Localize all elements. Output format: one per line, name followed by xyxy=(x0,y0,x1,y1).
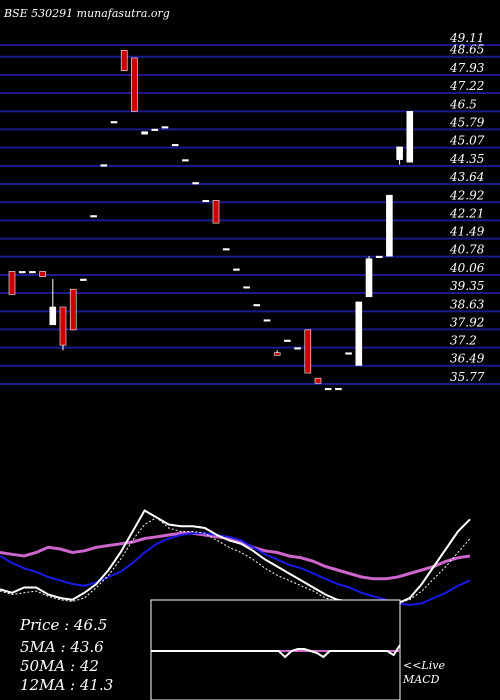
candle-body xyxy=(324,388,332,391)
price-level-label: 41.49 xyxy=(449,225,485,239)
macd-line xyxy=(151,644,401,659)
price-level-label: 44.35 xyxy=(449,152,484,166)
candle-body xyxy=(110,121,118,124)
price-level-label: 40.06 xyxy=(449,261,485,275)
candle-body xyxy=(396,146,403,160)
price-level-label: 42.92 xyxy=(449,188,484,202)
price-level-label: 38.63 xyxy=(450,297,485,311)
price-level-label: 49.11 xyxy=(449,31,484,45)
candle-body xyxy=(29,271,36,274)
ma50-readout: 50MA : 42 xyxy=(20,657,99,675)
candle-body xyxy=(314,377,322,384)
price-level-label: 37.92 xyxy=(450,315,484,329)
candle-body xyxy=(182,159,189,162)
price-level-label: 39.35 xyxy=(450,279,484,293)
candle-body xyxy=(284,339,291,342)
candle-body xyxy=(39,271,46,277)
candle-body xyxy=(335,388,342,391)
candle-body xyxy=(406,111,414,163)
candle-body xyxy=(273,352,281,356)
macd-lines xyxy=(151,644,401,659)
price-readout: Price : 46.5 xyxy=(19,616,107,634)
candle-body xyxy=(233,268,240,271)
candle-body xyxy=(18,271,26,274)
candle-body xyxy=(365,258,373,298)
price-level-label: 42.21 xyxy=(449,206,484,220)
candle-body xyxy=(49,306,57,326)
ma5-readout: 5MA : 43.6 xyxy=(20,638,104,656)
candle-body xyxy=(161,126,169,129)
candle-body xyxy=(253,304,261,307)
ma-blue-line xyxy=(0,532,471,607)
macd-live-label: <<Live xyxy=(403,659,445,672)
price-level-label: 45.07 xyxy=(449,134,485,148)
candle-body xyxy=(90,215,97,218)
candle-body xyxy=(120,50,128,71)
price-level-label: 47.22 xyxy=(449,79,484,93)
price-level-label: 36.49 xyxy=(450,352,485,366)
source-label: BSE 530291 munafasutra.org xyxy=(3,7,170,20)
ma-purple-line xyxy=(0,531,471,581)
candle-body xyxy=(151,128,159,131)
candle-body xyxy=(222,248,230,251)
price-level-label: 35.77 xyxy=(450,370,485,384)
price-level-label: 37.2 xyxy=(450,334,477,348)
candle-body xyxy=(263,319,271,322)
candle-body xyxy=(69,288,77,331)
price-level-label: 46.5 xyxy=(449,97,477,111)
candle-body xyxy=(100,164,108,167)
candle-body xyxy=(304,329,312,374)
candle-body xyxy=(131,57,138,112)
macd-label: MACD xyxy=(402,673,440,686)
candle-body xyxy=(80,278,87,281)
candle-body xyxy=(202,199,210,203)
candle-body xyxy=(386,194,393,257)
price-level-label: 48.65 xyxy=(449,43,484,57)
candle-body xyxy=(294,347,301,350)
price-level-label: 47.93 xyxy=(449,61,485,75)
candle-body xyxy=(212,199,220,224)
candle-body xyxy=(243,286,250,289)
candle-body xyxy=(192,182,199,185)
price-level-label: 40.78 xyxy=(449,243,485,257)
ma-white-dotted-line xyxy=(0,516,471,606)
candle-body xyxy=(8,271,16,295)
price-level-label: 45.79 xyxy=(449,115,485,129)
candle-body xyxy=(59,306,67,346)
candle-body xyxy=(355,301,363,366)
moving-average-lines xyxy=(0,509,471,607)
candle-body xyxy=(375,255,383,258)
price-level-label: 43.64 xyxy=(449,170,484,184)
candle-body xyxy=(141,131,148,135)
candlestick-series xyxy=(8,50,414,391)
candle-body xyxy=(171,144,179,147)
ma-white-line xyxy=(0,509,471,607)
price-gridlines xyxy=(0,44,500,385)
ma12-readout: 12MA : 41.3 xyxy=(20,676,113,694)
candle-body xyxy=(345,352,352,355)
